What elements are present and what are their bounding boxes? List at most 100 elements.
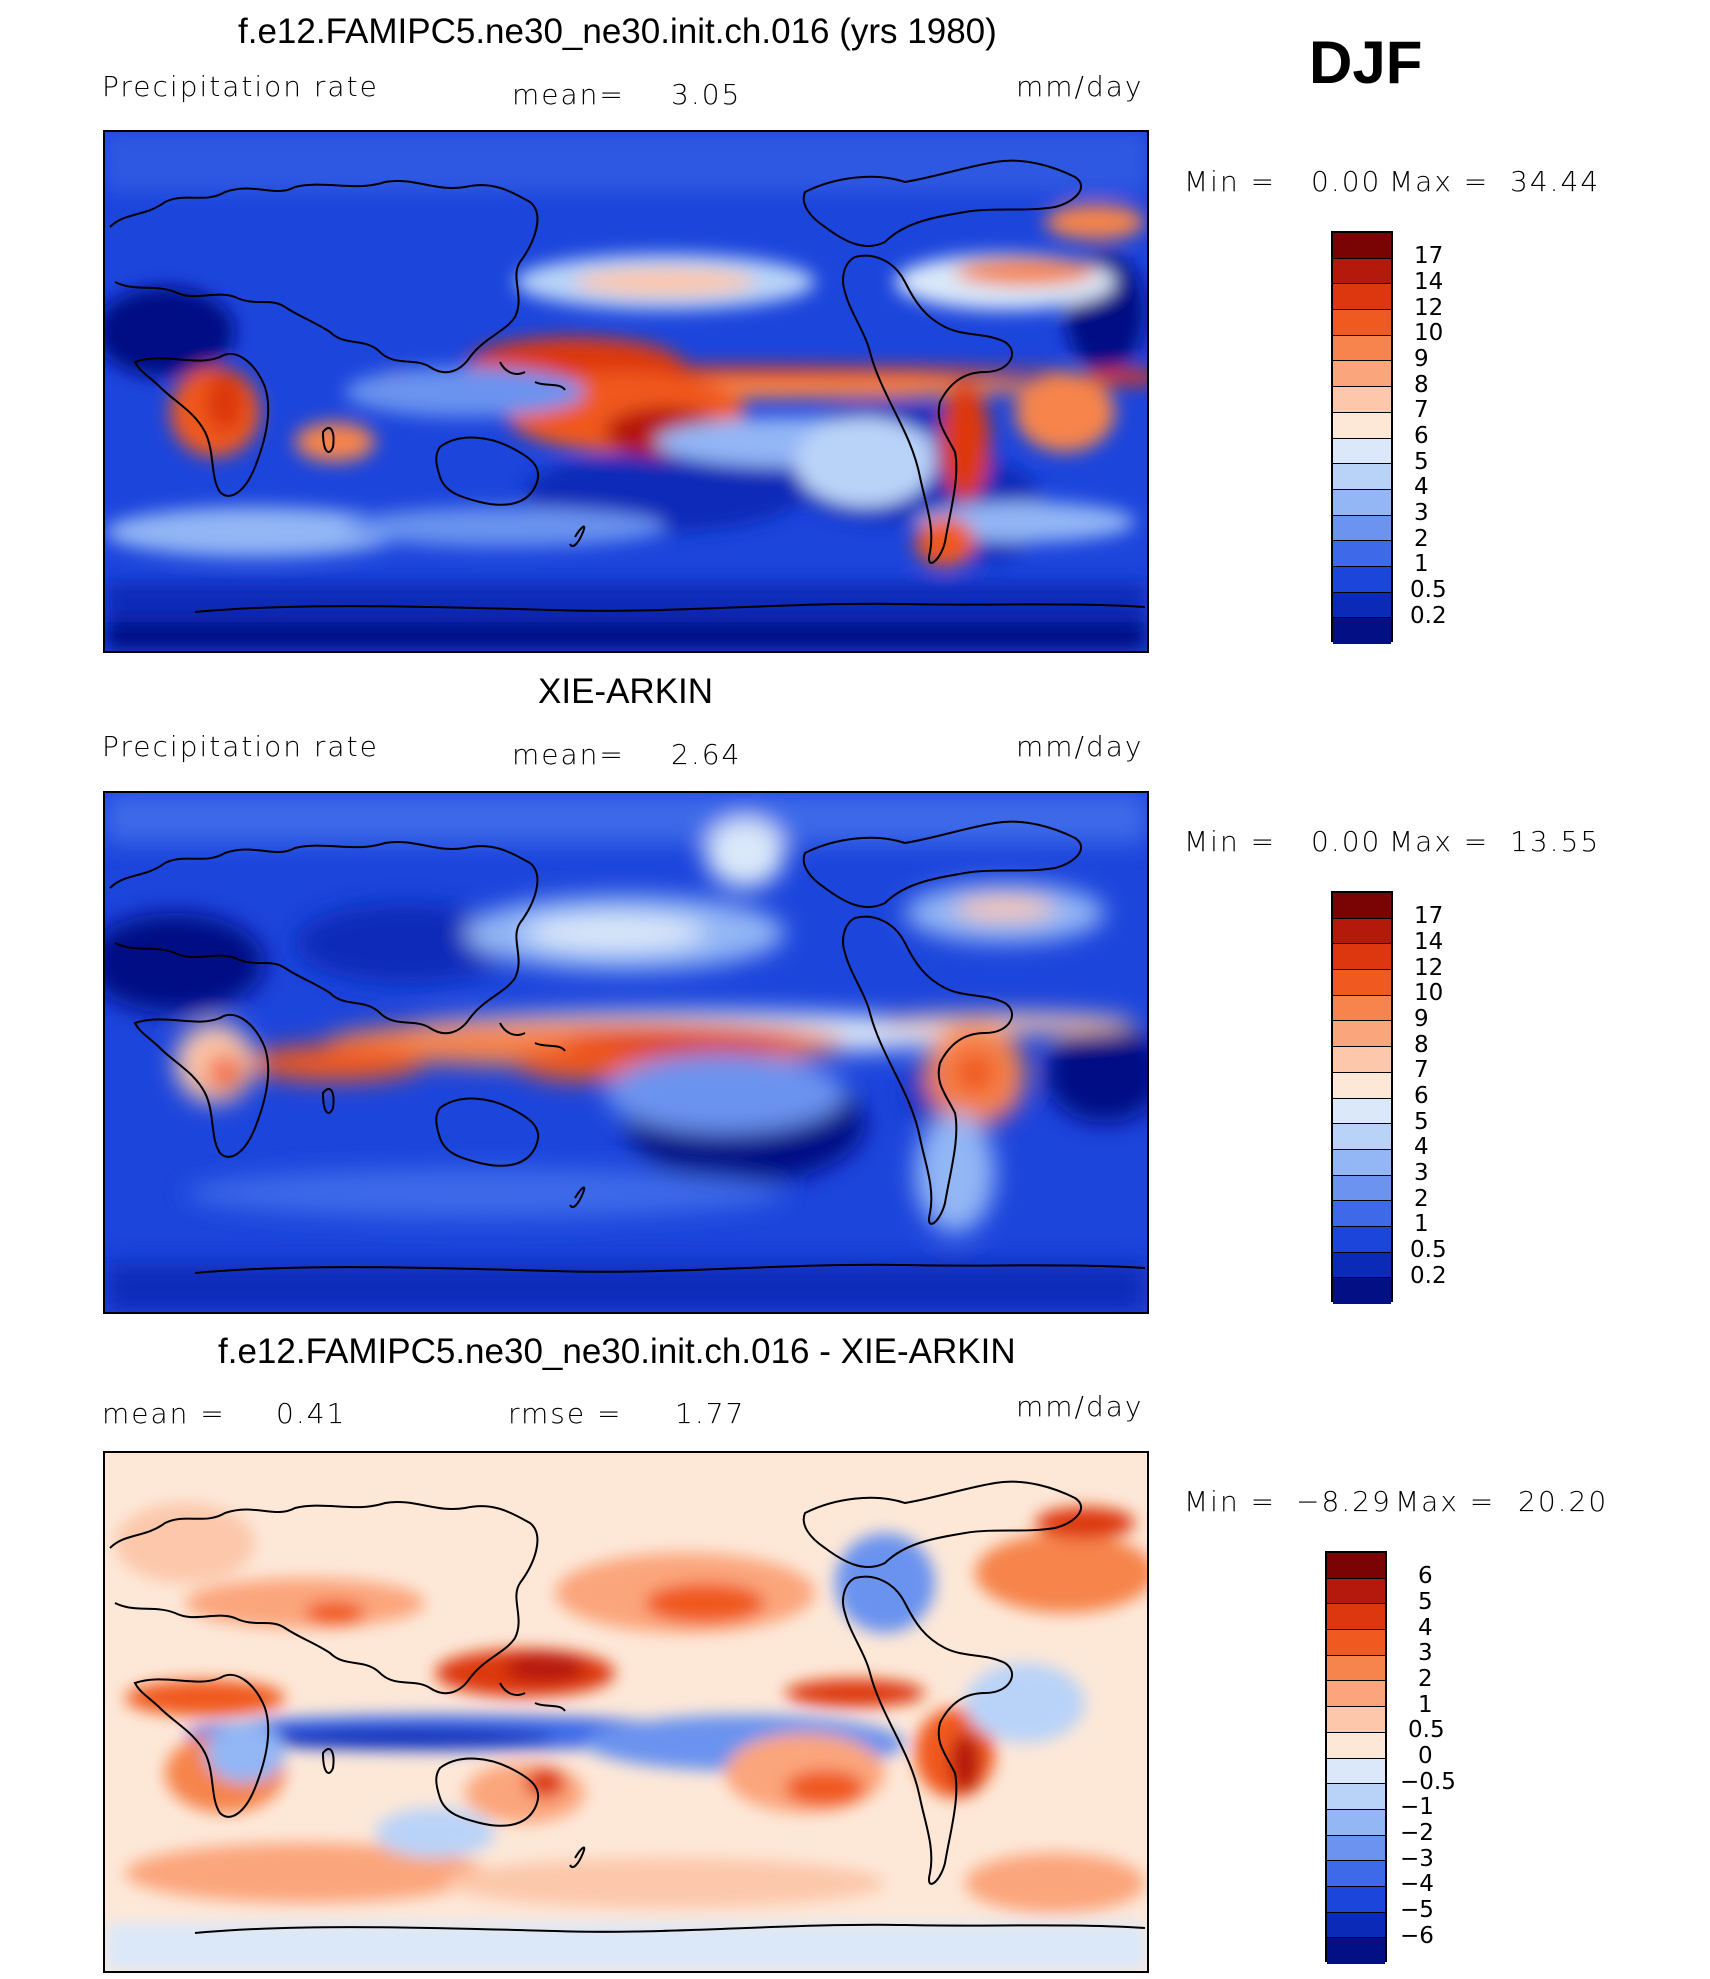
colorbar-tick-label: −4 [1400,1871,1434,1898]
panel-2-colorbar-ticks: 17 14 12 10 9 8 7 6 5 4 3 2 1 0.5 0.2 [1408,891,1488,1302]
panel-2-colorbar [1331,891,1393,1304]
colorbar-swatch [1327,1655,1385,1682]
colorbar-swatch [1327,1784,1385,1810]
colorbar-tick-label: 0.5 [1408,1717,1445,1744]
panel-3-title: f.e12.FAMIPC5.ne30_ne30.init.ch.016 - XI… [218,1332,1016,1371]
colorbar-tick-label: 1 [1414,551,1429,578]
colorbar-tick-label: −6 [1400,1922,1434,1949]
colorbar-swatch [1333,1098,1391,1125]
colorbar-swatch [1327,1886,1385,1913]
colorbar-swatch [1333,1124,1391,1150]
colorbar-swatch [1327,1732,1385,1759]
panel-3-colorbar-ticks: 6 5 4 3 2 1 0.5 0 −0.5 −1 −2 −3 −4 −5 −6 [1400,1551,1490,1962]
colorbar-swatch [1333,592,1391,619]
colorbar-tick-label: −1 [1400,1794,1434,1821]
panel-3-mean-label: mean = [102,1397,226,1430]
colorbar-tick-label: 3 [1418,1640,1433,1667]
panel-3-min-value: −8.29 [1296,1485,1392,1518]
panel-1-colorbar [1331,231,1393,644]
colorbar-tick-label: 6 [1414,423,1429,449]
panel-1-mean-value: 3.05 [671,78,742,111]
colorbar-swatch [1333,258,1391,285]
colorbar-tick-label: 7 [1414,397,1429,424]
colorbar-tick-label: 8 [1414,371,1429,398]
colorbar-swatch [1333,412,1391,439]
colorbar-tick-label: −5 [1400,1897,1434,1924]
colorbar-tick-label: 17 [1414,903,1444,930]
colorbar-swatch [1333,1201,1391,1227]
colorbar-tick-label: 8 [1414,1031,1429,1058]
colorbar-swatch [1333,1175,1391,1202]
colorbar-tick-label: 14 [1414,928,1444,955]
colorbar-swatch [1327,1553,1385,1579]
colorbar-swatch [1333,361,1391,388]
panel-3-units: mm/day [1016,1390,1144,1423]
colorbar-swatch [1333,335,1391,362]
colorbar-swatch [1333,541,1391,567]
colorbar-tick-label: 10 [1414,980,1444,1007]
colorbar-swatch [1333,893,1391,919]
colorbar-tick-label: 0.2 [1410,1262,1447,1289]
colorbar-tick-label: 6 [1414,1083,1429,1109]
colorbar-swatch [1327,1809,1385,1836]
colorbar-tick-label: 0.5 [1410,577,1447,604]
colorbar-swatch [1333,995,1391,1022]
colorbar-swatch [1327,1630,1385,1656]
panel-3-max-value: 20.20 [1518,1485,1609,1518]
panel-2-min-value: 0.00 [1311,825,1382,858]
colorbar-swatch [1333,944,1391,971]
colorbar-swatch [1333,1072,1391,1099]
colorbar-swatch [1333,233,1391,259]
colorbar-tick-label: 1 [1414,1211,1429,1238]
panel-1-variable-label: Precipitation rate [102,70,379,103]
panel-1-colorbar-ticks: 17 14 12 10 9 8 7 6 5 4 3 2 1 0.5 0.2 [1408,231,1488,642]
colorbar-swatch [1327,1578,1385,1605]
colorbar-tick-label: 5 [1418,1588,1433,1615]
colorbar-tick-label: 4 [1418,1614,1433,1641]
colorbar-swatch [1333,970,1391,996]
colorbar-swatch [1327,1912,1385,1939]
panel-1-min-value: 0.00 [1311,165,1382,198]
colorbar-tick-label: 1 [1418,1691,1433,1718]
panel-2-units: mm/day [1016,730,1144,763]
colorbar-swatch [1327,1681,1385,1708]
colorbar-tick-label: 3 [1414,500,1429,527]
colorbar-swatch [1333,438,1391,465]
panel-1-model-precip-map [103,130,1149,653]
colorbar-swatch [1333,1252,1391,1279]
colorbar-tick-label: 4 [1414,474,1429,501]
panel-1-units: mm/day [1016,70,1144,103]
colorbar-swatch [1333,1226,1391,1253]
colorbar-tick-label: 2 [1414,1185,1429,1212]
panel-1-max-value: 34.44 [1510,165,1601,198]
colorbar-swatch [1333,1021,1391,1048]
colorbar-swatch [1333,489,1391,516]
panel-1-min-label: Min = [1184,165,1277,198]
colorbar-tick-label: 12 [1414,294,1444,321]
colorbar-tick-label: 9 [1414,1005,1429,1032]
colorbar-tick-label: 6 [1418,1563,1433,1590]
panel-3-colorbar [1325,1551,1387,1964]
colorbar-swatch [1333,515,1391,542]
panel-2-variable-label: Precipitation rate [102,730,379,763]
colorbar-tick-label: 0.2 [1410,602,1447,629]
colorbar-swatch [1333,566,1391,593]
colorbar-tick-label: 3 [1414,1160,1429,1187]
colorbar-swatch [1327,1604,1385,1631]
colorbar-swatch [1333,1047,1391,1073]
colorbar-swatch [1327,1938,1385,1964]
colorbar-swatch [1333,387,1391,413]
panel-1-mean-label: mean= [512,78,625,111]
colorbar-swatch [1327,1835,1385,1862]
colorbar-tick-label: 14 [1414,268,1444,295]
panel-1-max-label: Max = [1389,165,1490,198]
season-label: DJF [1309,29,1423,96]
colorbar-swatch [1333,284,1391,311]
colorbar-tick-label: 2 [1418,1665,1433,1692]
panel-3-min-label: Min = [1184,1485,1277,1518]
panel-2-mean-label: mean= [512,738,625,771]
panel-3-difference-map [103,1451,1149,1973]
colorbar-swatch [1333,464,1391,490]
colorbar-swatch [1333,918,1391,945]
panel-1-title: f.e12.FAMIPC5.ne30_ne30.init.ch.016 (yrs… [238,12,997,51]
